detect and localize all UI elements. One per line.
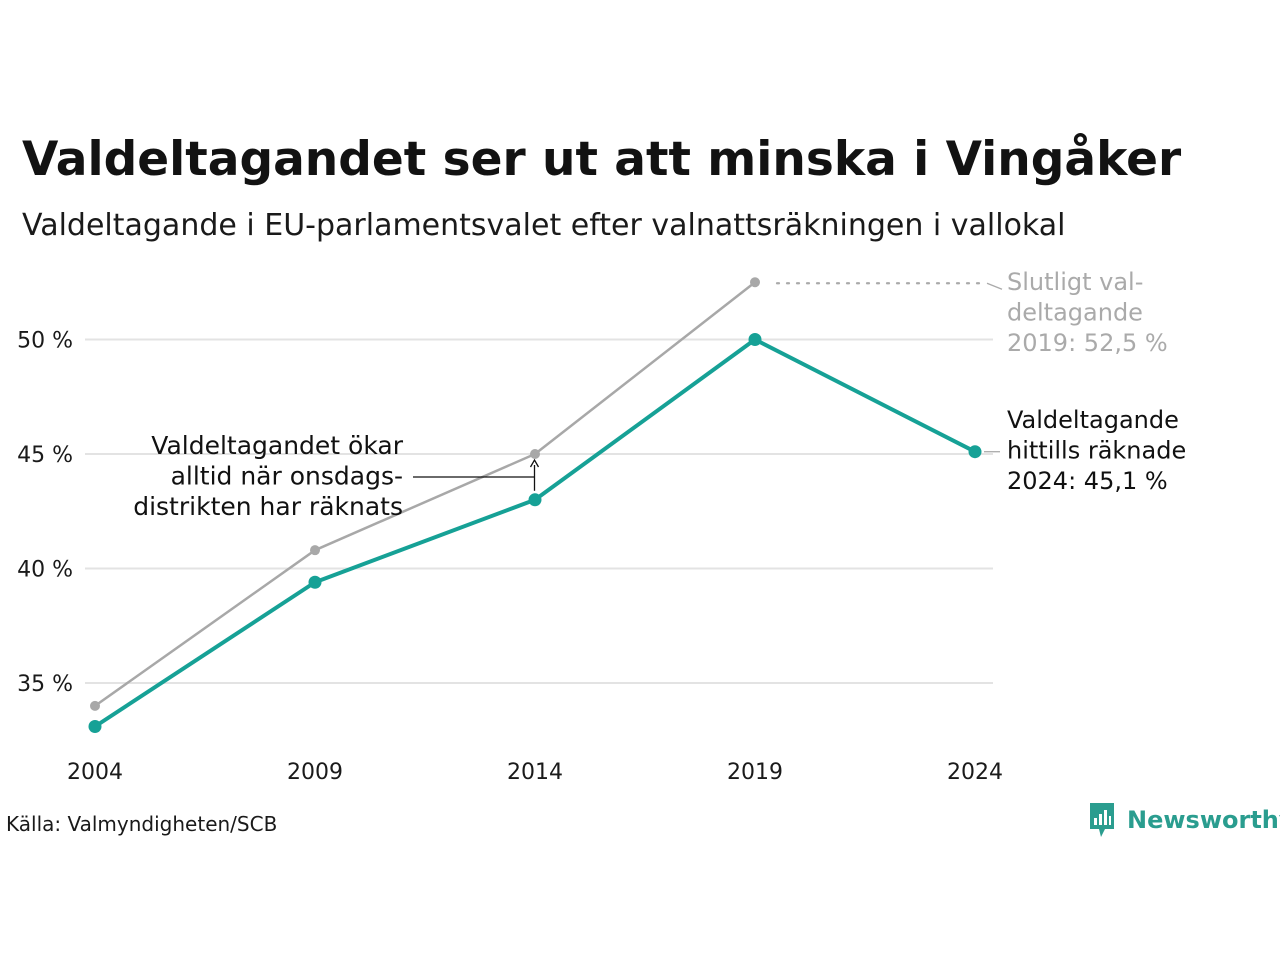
x-tick-label: 2019 xyxy=(727,760,783,785)
y-tick-label: 35 % xyxy=(17,672,73,697)
x-tick-label: 2009 xyxy=(287,760,343,785)
x-tick-label: 2024 xyxy=(947,760,1003,785)
current-2024-annotation-line: hittills räknade xyxy=(1007,437,1186,465)
data-point-current xyxy=(748,333,762,346)
data-point-current xyxy=(308,575,322,589)
chart-subtitle: Valdeltagande i EU-parlamentsvalet efter… xyxy=(22,208,1066,243)
final-2019-annotation-line: deltagande xyxy=(1007,299,1143,327)
newsworthy-logo-icon xyxy=(1090,803,1114,837)
final-2019-leader-tick xyxy=(986,282,1003,290)
y-axis-tick-labels: 35 % 40 % 45 % 50 % xyxy=(17,329,73,698)
y-tick-label: 40 % xyxy=(17,558,73,583)
chart-title: Valdeltagandet ser ut att minska i Vingå… xyxy=(22,132,1182,187)
series-line-final xyxy=(93,281,757,708)
data-point-current xyxy=(528,493,542,507)
wednesday-annotation-line: alltid när onsdags- xyxy=(171,462,403,491)
data-point-current xyxy=(968,445,982,459)
wednesday-annotation-line: Valdeltagandet ökar xyxy=(151,431,403,460)
data-point-current xyxy=(88,720,102,734)
series-points xyxy=(88,277,982,734)
x-axis-tick-labels: 2004 2009 2014 2019 2024 xyxy=(67,760,1003,785)
data-point-final xyxy=(90,700,100,711)
data-point-final xyxy=(310,545,320,556)
current-2024-annotation-line: 2024: 45,1 % xyxy=(1007,467,1168,495)
wednesday-annotation-line: distrikten har räknats xyxy=(133,492,403,521)
brand-name: Newsworthy xyxy=(1127,806,1280,834)
newsworthy-brand: Newsworthy xyxy=(1088,800,1280,840)
final-2019-annotation-line: Slutligt val- xyxy=(1007,268,1143,296)
source-note: Källa: Valmyndigheten/SCB xyxy=(6,812,278,836)
y-tick-label: 45 % xyxy=(17,443,73,468)
final-2019-annotation-line: 2019: 52,5 % xyxy=(1007,329,1168,357)
series-line-current xyxy=(93,337,977,729)
x-tick-label: 2014 xyxy=(507,760,563,785)
y-tick-label: 50 % xyxy=(17,329,73,354)
current-2024-annotation-line: Valdeltagande xyxy=(1007,406,1179,434)
line-chart: 35 % 40 % 45 % 50 % 2004 2009 2014 2019 2024 Sl… xyxy=(17,268,1186,785)
wednesday-arrowhead xyxy=(529,458,540,468)
data-point-final xyxy=(530,449,540,459)
x-tick-label: 2004 xyxy=(67,760,123,785)
data-point-final xyxy=(750,277,760,288)
